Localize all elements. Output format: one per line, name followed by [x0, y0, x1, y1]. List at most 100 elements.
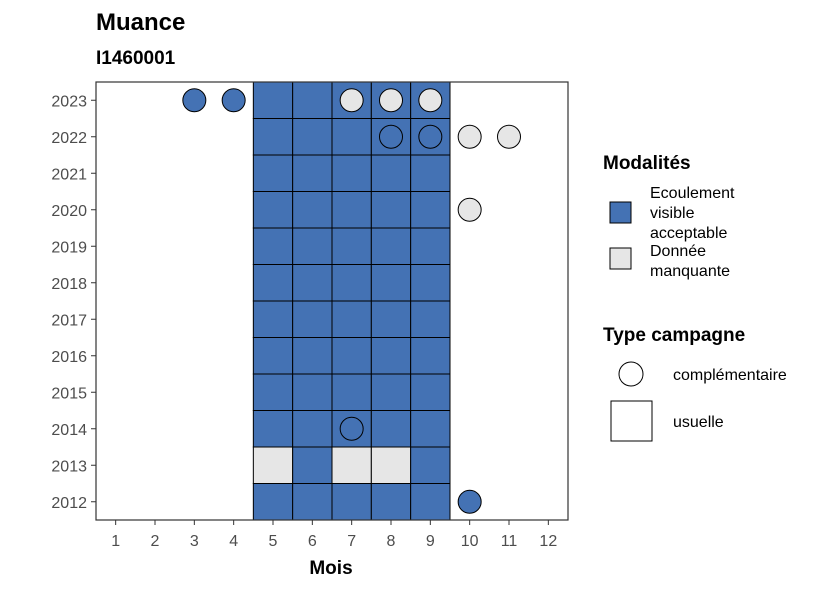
tile-2016-5-ecoulement-visible-acceptable: [252, 337, 294, 375]
tile-2020-9-ecoulement-visible-acceptable: [410, 191, 451, 229]
tile-2018-7-ecoulement-visible-acceptable: [331, 264, 372, 302]
tile-2013-5-donnee-manquante: [252, 446, 294, 484]
tile-2019-6-ecoulement-visible-acceptable: [292, 227, 333, 265]
point-2022-8-ecoulement-visible-acceptable: [379, 124, 403, 149]
legend-key-ecoulement: [609, 201, 632, 224]
legend-key-square: [610, 400, 653, 442]
y-tick-label-2013: 2013: [51, 458, 87, 475]
tile-2013-8-donnee-manquante: [370, 446, 412, 484]
tile-2020-7-ecoulement-visible-acceptable: [331, 191, 372, 229]
tile-2017-5-ecoulement-visible-acceptable: [252, 300, 294, 338]
x-tick-label-2: 2: [151, 533, 160, 550]
y-tick-label-2021: 2021: [51, 166, 87, 183]
x-tick-label-10: 10: [461, 533, 479, 550]
tile-2020-8-ecoulement-visible-acceptable: [370, 191, 412, 229]
x-tick-label-8: 8: [387, 533, 396, 550]
x-tick-label-12: 12: [539, 533, 557, 550]
point-2012-10-ecoulement-visible-acceptable: [457, 489, 482, 514]
points-layer: [182, 88, 521, 514]
tile-2021-9-ecoulement-visible-acceptable: [410, 154, 451, 192]
x-axis: 1 2 3 4 5 6 7 8 9 10 11 12: [111, 520, 557, 550]
point-2023-3-ecoulement-visible-acceptable: [182, 88, 207, 113]
tile-2014-5-ecoulement-visible-acceptable: [252, 410, 294, 448]
point-2020-10-donnee-manquante: [457, 197, 482, 222]
point-2023-7-donnee-manquante: [339, 88, 364, 113]
legend-label-donnee-manquante: Donnée manquante: [650, 243, 730, 280]
x-tick-label-6: 6: [308, 533, 317, 550]
tile-2012-9-ecoulement-visible-acceptable: [410, 483, 451, 521]
tile-2018-9-ecoulement-visible-acceptable: [410, 264, 451, 302]
tile-2021-7-ecoulement-visible-acceptable: [331, 154, 372, 192]
tile-2013-9-ecoulement-visible-acceptable: [410, 446, 451, 484]
x-tick-label-4: 4: [229, 533, 238, 550]
point-2023-9-donnee-manquante: [418, 88, 443, 113]
tile-2020-6-ecoulement-visible-acceptable: [292, 191, 333, 229]
y-tick-label-2012: 2012: [51, 495, 87, 512]
tile-2017-9-ecoulement-visible-acceptable: [410, 300, 451, 338]
tile-2022-7-ecoulement-visible-acceptable: [331, 118, 372, 156]
tile-2014-8-ecoulement-visible-acceptable: [370, 410, 412, 448]
legend-modalites: Modalités Ecoulement visible acceptable …: [603, 153, 739, 280]
tile-2015-5-ecoulement-visible-acceptable: [252, 373, 294, 411]
point-2022-9-ecoulement-visible-acceptable: [418, 124, 443, 149]
tile-2014-6-ecoulement-visible-acceptable: [292, 410, 333, 448]
tile-2022-6-ecoulement-visible-acceptable: [292, 118, 333, 156]
tile-2019-9-ecoulement-visible-acceptable: [410, 227, 451, 265]
legend-modalites-title: Modalités: [603, 153, 691, 174]
tile-2019-5-ecoulement-visible-acceptable: [252, 227, 294, 265]
tile-2022-5-ecoulement-visible-acceptable: [252, 118, 294, 156]
chart-subtitle: I1460001: [96, 48, 176, 69]
x-tick-label-11: 11: [501, 533, 518, 550]
tile-2017-7-ecoulement-visible-acceptable: [331, 300, 372, 338]
y-tick-label-2015: 2015: [51, 385, 87, 402]
tile-2017-8-ecoulement-visible-acceptable: [370, 300, 412, 338]
y-axis: 2012 2013 2014 2015 2016 2017 2018 2019 2020 2021…: [51, 93, 96, 512]
tile-2012-7-ecoulement-visible-acceptable: [331, 483, 372, 521]
plot-panel-border: [95, 81, 569, 521]
y-tick-label-2017: 2017: [51, 312, 87, 329]
point-2023-8-donnee-manquante: [379, 88, 403, 113]
y-tick-label-2023: 2023: [51, 93, 87, 110]
y-tick-label-2020: 2020: [51, 203, 87, 220]
legend-key-donnee-manquante: [609, 247, 632, 270]
x-tick-label-7: 7: [347, 533, 356, 550]
tile-2015-7-ecoulement-visible-acceptable: [331, 373, 372, 411]
point-2022-11-donnee-manquante: [497, 124, 521, 149]
tile-2020-5-ecoulement-visible-acceptable: [252, 191, 294, 229]
tile-2019-7-ecoulement-visible-acceptable: [331, 227, 372, 265]
tile-2016-7-ecoulement-visible-acceptable: [331, 337, 372, 375]
tiles-layer: [252, 81, 451, 521]
tile-2015-9-ecoulement-visible-acceptable: [410, 373, 451, 411]
tile-2012-6-ecoulement-visible-acceptable: [292, 483, 333, 521]
tile-2018-8-ecoulement-visible-acceptable: [370, 264, 412, 302]
tile-2012-8-ecoulement-visible-acceptable: [370, 483, 412, 521]
tile-2017-6-ecoulement-visible-acceptable: [292, 300, 333, 338]
legend-key-circle: [618, 361, 644, 387]
tile-2018-6-ecoulement-visible-acceptable: [292, 264, 333, 302]
y-tick-label-2022: 2022: [51, 130, 87, 147]
tile-2016-9-ecoulement-visible-acceptable: [410, 337, 451, 375]
y-tick-label-2016: 2016: [51, 349, 87, 366]
x-tick-label-3: 3: [190, 533, 199, 550]
legend-label-usuelle: usuelle: [673, 414, 724, 431]
tile-2016-6-ecoulement-visible-acceptable: [292, 337, 333, 375]
x-tick-label-5: 5: [269, 533, 278, 550]
tile-2015-8-ecoulement-visible-acceptable: [370, 373, 412, 411]
legend-label-complementaire: complémentaire: [673, 367, 787, 384]
point-2014-7-ecoulement-visible-acceptable: [339, 416, 364, 441]
chart-title: Muance: [96, 9, 185, 36]
legend-label-ecoulement: Ecoulement visible acceptable: [650, 185, 739, 242]
tile-2014-9-ecoulement-visible-acceptable: [410, 410, 451, 448]
y-tick-label-2019: 2019: [51, 239, 87, 256]
y-tick-label-2018: 2018: [51, 276, 87, 293]
x-tick-label-9: 9: [426, 533, 435, 550]
tile-2015-6-ecoulement-visible-acceptable: [292, 373, 333, 411]
tile-2013-6-ecoulement-visible-acceptable: [292, 446, 333, 484]
tile-2021-8-ecoulement-visible-acceptable: [370, 154, 412, 192]
plot-area: [95, 81, 569, 521]
y-tick-label-2014: 2014: [51, 422, 87, 439]
tile-2013-7-donnee-manquante: [331, 446, 372, 484]
legend-type-title: Type campagne: [603, 325, 745, 346]
tile-2023-6-ecoulement-visible-acceptable: [292, 81, 333, 119]
